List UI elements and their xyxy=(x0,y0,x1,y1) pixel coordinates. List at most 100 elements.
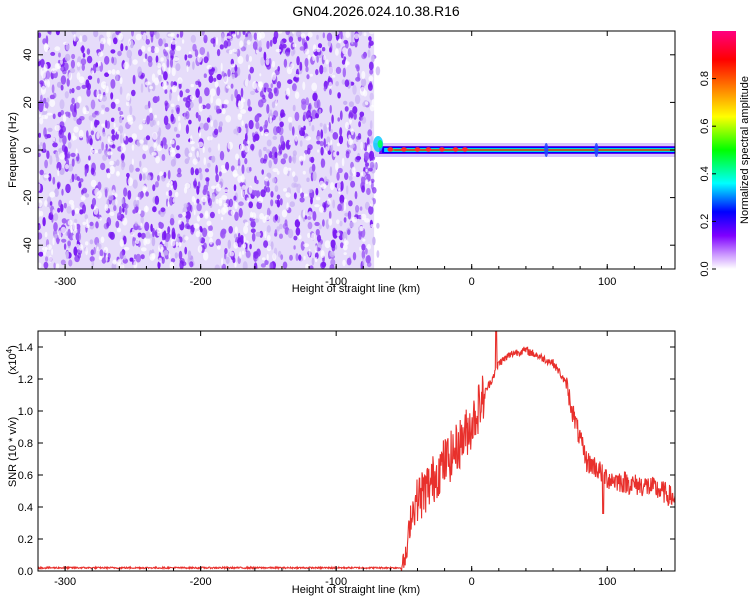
noise-speckle xyxy=(145,191,149,197)
noise-gap xyxy=(55,263,60,269)
noise-gap xyxy=(71,132,75,141)
spectrogram-y-label: Frequency (Hz) xyxy=(7,112,19,188)
noise-speckle xyxy=(262,94,266,100)
noise-speckle xyxy=(57,207,61,213)
noise-speckle xyxy=(101,95,107,102)
noise-speckle xyxy=(178,250,183,260)
noise-gap xyxy=(193,223,200,229)
noise-gap xyxy=(154,46,160,54)
noise-speckle xyxy=(372,236,376,246)
noise-speckle xyxy=(376,250,380,258)
noise-speckle xyxy=(207,162,211,168)
noise-speckle xyxy=(252,135,257,143)
noise-speckle xyxy=(192,61,195,70)
noise-speckle xyxy=(244,133,248,142)
noise-speckle xyxy=(307,221,313,230)
signal-spike xyxy=(594,143,599,157)
noise-speckle xyxy=(132,74,136,85)
noise-gap xyxy=(244,221,249,227)
noise-gap xyxy=(119,239,125,247)
noise-speckle xyxy=(193,183,197,189)
noise-speckle xyxy=(101,257,107,264)
noise-speckle xyxy=(67,141,72,149)
noise-speckle xyxy=(176,145,180,151)
signal-knot xyxy=(387,147,394,152)
noise-speckle xyxy=(216,86,221,97)
noise-speckle xyxy=(71,97,75,105)
noise-speckle xyxy=(87,75,93,80)
noise-speckle xyxy=(176,107,180,115)
noise-speckle xyxy=(289,201,295,208)
noise-gap xyxy=(294,91,300,99)
noise-speckle xyxy=(157,175,160,182)
noise-speckle xyxy=(369,69,374,75)
noise-speckle xyxy=(352,106,358,114)
noise-speckle xyxy=(367,129,373,137)
y-tick-label: -40 xyxy=(22,237,34,253)
noise-gap xyxy=(338,188,341,194)
noise-speckle xyxy=(38,32,42,38)
noise-speckle xyxy=(292,150,297,157)
noise-speckle xyxy=(320,158,324,169)
noise-speckle xyxy=(272,177,277,184)
noise-speckle xyxy=(63,243,67,251)
noise-speckle xyxy=(276,199,281,208)
noise-gap xyxy=(330,182,335,191)
noise-gap xyxy=(246,140,250,145)
noise-speckle xyxy=(318,108,322,114)
noise-speckle xyxy=(347,47,352,57)
noise-gap xyxy=(271,60,276,68)
noise-speckle xyxy=(361,185,365,193)
noise-speckle xyxy=(292,83,297,92)
noise-speckle xyxy=(201,31,205,36)
noise-speckle xyxy=(268,112,274,119)
noise-gap xyxy=(259,31,266,39)
signal-knot xyxy=(452,147,459,152)
noise-speckle xyxy=(309,265,314,269)
noise-speckle xyxy=(104,188,108,198)
noise-gap xyxy=(60,59,63,65)
noise-gap xyxy=(314,204,320,208)
noise-gap xyxy=(104,204,109,211)
noise-speckle xyxy=(336,171,340,181)
noise-speckle xyxy=(122,255,127,261)
noise-speckle xyxy=(152,119,156,126)
noise-speckle xyxy=(171,227,176,237)
noise-gap xyxy=(202,146,205,154)
noise-speckle xyxy=(316,140,321,145)
noise-gap xyxy=(133,260,138,269)
noise-gap xyxy=(262,257,266,261)
noise-speckle xyxy=(69,88,72,94)
noise-speckle xyxy=(272,36,278,45)
noise-speckle xyxy=(335,66,342,74)
noise-speckle xyxy=(259,126,263,132)
noise-gap xyxy=(135,239,140,245)
noise-speckle xyxy=(58,137,63,143)
noise-gap xyxy=(251,212,257,220)
noise-speckle xyxy=(240,87,244,98)
noise-speckle xyxy=(264,259,269,265)
noise-speckle xyxy=(60,84,64,91)
noise-speckle xyxy=(82,204,86,214)
noise-speckle xyxy=(312,92,318,102)
noise-speckle xyxy=(266,186,271,193)
noise-speckle xyxy=(108,231,114,239)
noise-speckle xyxy=(88,155,91,161)
noise-speckle xyxy=(332,132,339,140)
noise-gap xyxy=(173,57,180,61)
noise-speckle xyxy=(52,142,58,148)
noise-gap xyxy=(333,151,336,157)
noise-gap xyxy=(264,131,269,137)
noise-speckle xyxy=(273,126,279,136)
noise-speckle xyxy=(320,261,326,269)
noise-gap xyxy=(46,79,51,88)
noise-gap xyxy=(327,198,331,205)
noise-gap xyxy=(221,257,224,266)
noise-speckle xyxy=(219,44,224,50)
noise-gap xyxy=(181,39,185,44)
noise-speckle xyxy=(67,151,71,159)
noise-speckle xyxy=(111,134,116,141)
noise-speckle xyxy=(285,31,290,36)
noise-speckle xyxy=(147,100,151,109)
